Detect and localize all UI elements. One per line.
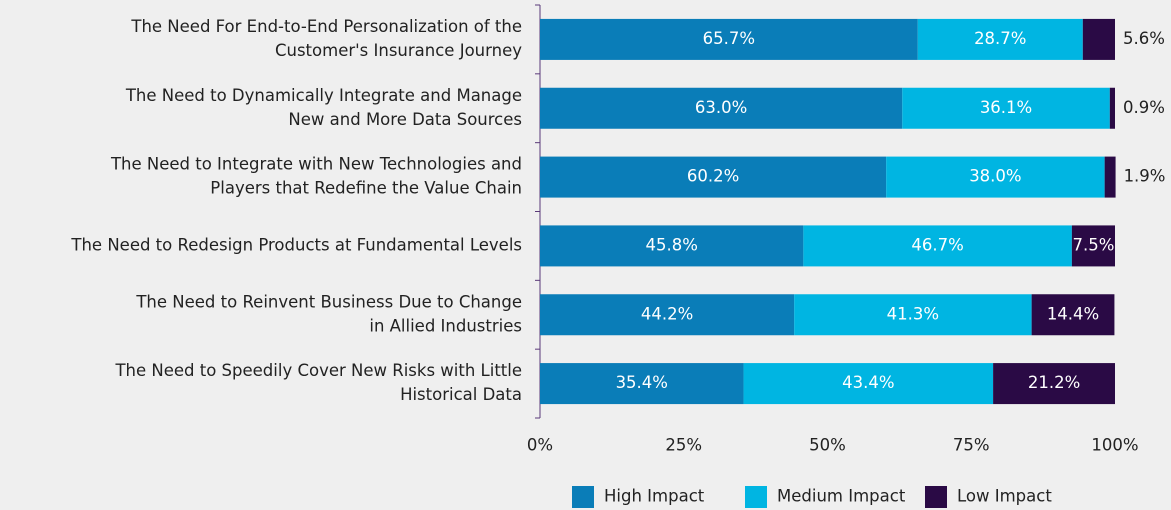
value-label: 35.4% (616, 373, 668, 392)
category-label: The Need to Speedily Cover New Risks wit… (114, 361, 522, 380)
value-label: 65.7% (703, 29, 755, 48)
bar-segment (540, 156, 887, 198)
bar-segment (794, 294, 1032, 336)
value-label: 63.0% (695, 98, 747, 117)
bar-segment (1109, 87, 1115, 129)
value-label: 46.7% (911, 235, 963, 254)
category-label: New and More Data Sources (288, 110, 522, 129)
legend-label: Medium Impact (777, 487, 906, 506)
legend-swatch (745, 486, 767, 508)
bar-segment (1082, 18, 1115, 60)
value-label: 60.2% (687, 167, 739, 186)
legend-swatch (572, 486, 594, 508)
bar-segment (1104, 156, 1116, 198)
value-label: 45.8% (645, 235, 697, 254)
x-tick-label: 100% (1091, 436, 1138, 455)
category-label: Players that Redefine the Value Chain (210, 179, 522, 198)
value-label: 5.6% (1123, 29, 1165, 48)
bar-segment (886, 156, 1105, 198)
value-label: 21.2% (1028, 373, 1080, 392)
legend-label: Low Impact (957, 487, 1052, 506)
x-tick-label: 50% (809, 436, 846, 455)
bar-segment (1071, 225, 1115, 267)
category-label: The Need to Integrate with New Technolog… (110, 155, 522, 174)
bar-segment (540, 18, 918, 60)
category-label: The Need to Redesign Products at Fundame… (70, 235, 522, 254)
legend-label: High Impact (604, 487, 705, 506)
value-label: 44.2% (641, 304, 693, 323)
value-label: 7.5% (1072, 235, 1114, 254)
x-tick-label: 0% (527, 436, 553, 455)
category-label: The Need For End-to-End Personalization … (130, 17, 522, 36)
value-label: 1.9% (1124, 167, 1166, 186)
value-label: 14.4% (1047, 304, 1099, 323)
category-label: The Need to Dynamically Integrate and Ma… (125, 86, 522, 105)
bar-segment (540, 363, 744, 405)
legend-swatch (925, 486, 947, 508)
bar-segment (540, 87, 903, 129)
bar-segment (803, 225, 1072, 267)
bar-segment (902, 87, 1110, 129)
bar-segment (993, 363, 1115, 405)
value-label: 36.1% (980, 98, 1032, 117)
x-tick-label: 75% (953, 436, 990, 455)
bar-segment (540, 294, 795, 336)
category-label: Customer's Insurance Journey (275, 41, 522, 60)
value-label: 41.3% (887, 304, 939, 323)
value-label: 38.0% (969, 167, 1021, 186)
value-label: 28.7% (974, 29, 1026, 48)
value-label: 43.4% (842, 373, 894, 392)
value-label: 0.9% (1123, 98, 1165, 117)
bar-segment (917, 18, 1083, 60)
category-label: Historical Data (400, 385, 522, 404)
category-label: in Allied Industries (369, 316, 522, 335)
bar-segment (540, 225, 804, 267)
category-label: The Need to Reinvent Business Due to Cha… (135, 292, 522, 311)
x-tick-label: 25% (665, 436, 702, 455)
bar-segment (1031, 294, 1115, 336)
bar-segment (743, 363, 994, 405)
